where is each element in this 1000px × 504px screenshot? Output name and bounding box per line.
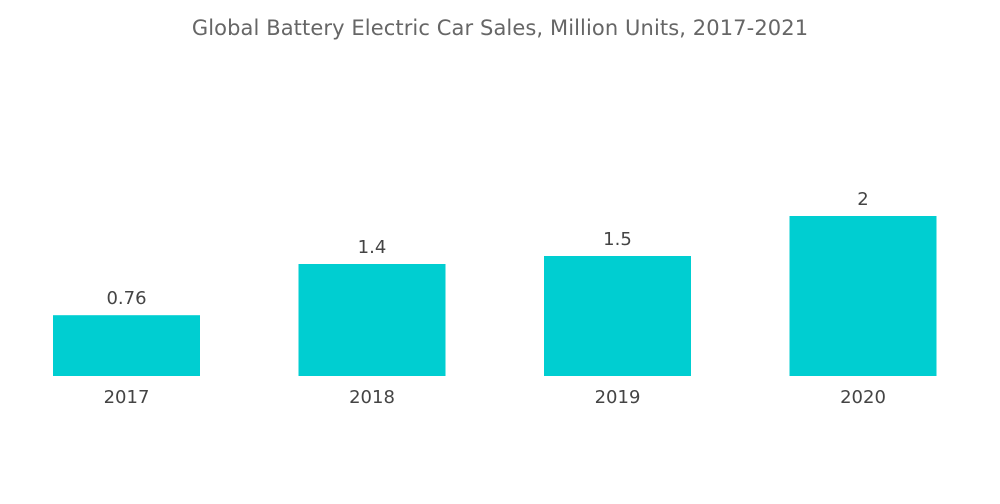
x-tick-label-2019: 2019 xyxy=(595,387,641,408)
bar-2018 xyxy=(298,264,446,376)
value-label-2018: 1.4 xyxy=(358,237,387,258)
bar-2019 xyxy=(544,256,691,376)
value-label-2017: 0.76 xyxy=(106,288,146,309)
bars-layer xyxy=(53,216,937,376)
chart-title: Global Battery Electric Car Sales, Milli… xyxy=(191,16,809,40)
x-axis-tick-labels: 2017 2018 2019 2020 xyxy=(104,387,886,408)
value-labels-layer: 0.76 1.4 1.5 2 xyxy=(106,189,868,309)
x-tick-label-2018: 2018 xyxy=(349,387,395,408)
value-label-2020: 2 xyxy=(857,189,868,210)
bar-2020 xyxy=(789,216,937,376)
x-tick-label-2020: 2020 xyxy=(840,387,886,408)
value-label-2019: 1.5 xyxy=(603,229,632,250)
bar-2017 xyxy=(53,315,200,376)
x-tick-label-2017: 2017 xyxy=(104,387,150,408)
